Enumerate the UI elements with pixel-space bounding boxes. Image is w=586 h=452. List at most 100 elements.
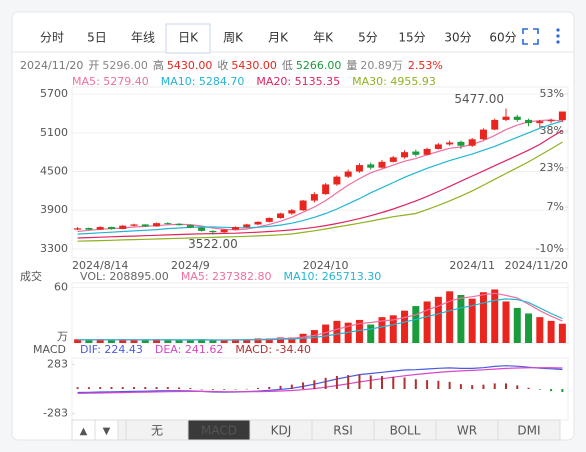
- candle-body: [164, 223, 172, 225]
- arrow-button[interactable]: [94, 419, 119, 441]
- candle-body: [401, 152, 409, 158]
- y-tick-label: 3900: [40, 203, 68, 216]
- macd-bar: [178, 387, 181, 389]
- panel-title: MACD: [33, 343, 66, 356]
- volume-bar: [153, 339, 161, 343]
- arrow-label[interactable]: ▲: [80, 426, 88, 437]
- volume-bar: [164, 340, 172, 343]
- volume-bar: [401, 310, 409, 343]
- volume-bar: [513, 307, 521, 343]
- macd-bar: [381, 376, 383, 389]
- indicator-label[interactable]: RSI: [333, 424, 353, 438]
- volume-bar: [423, 301, 431, 343]
- price-panel: [71, 86, 569, 259]
- legend: DIF: 224.43 DEA: 241.62 MACD: -34.40: [80, 343, 311, 356]
- y-tick-label: 3300: [40, 242, 68, 255]
- candle-body: [243, 224, 251, 228]
- x-tick-label: 2024/11/20: [505, 259, 568, 272]
- indicator-label[interactable]: 无: [151, 424, 163, 438]
- quote-label: 开: [88, 59, 99, 72]
- tab[interactable]: 日K: [178, 31, 199, 45]
- volume-bar: [355, 319, 363, 343]
- volume-bar: [96, 339, 104, 343]
- candle-body: [513, 116, 521, 120]
- volume-bar: [119, 339, 127, 343]
- macd-bar: [313, 380, 316, 389]
- volume-bar: [558, 323, 566, 343]
- candle-body: [85, 227, 93, 230]
- y2-tick-label: 53%: [540, 87, 564, 100]
- tab[interactable]: 年线: [131, 31, 155, 45]
- more-icon[interactable]: [556, 28, 560, 44]
- volume-bar: [107, 340, 115, 343]
- legend-entry: VOL: 208895.00: [80, 270, 169, 283]
- indicator-label[interactable]: BOLL: [390, 424, 421, 438]
- candle-body: [389, 157, 397, 162]
- volume-bar: [198, 339, 206, 343]
- volume-bar: [389, 315, 397, 343]
- volume-bar: [265, 338, 273, 343]
- tab[interactable]: 月K: [268, 31, 289, 45]
- candle-body: [412, 151, 420, 155]
- tab[interactable]: 年K: [313, 31, 334, 45]
- candle-body: [74, 228, 82, 230]
- candle-body: [322, 184, 330, 195]
- legend-entry: DEA: 241.62: [155, 343, 223, 356]
- volume-bar: [231, 339, 239, 343]
- tab[interactable]: 分时: [40, 31, 64, 45]
- volume-bar: [536, 317, 544, 343]
- indicator-tab[interactable]: [497, 419, 561, 441]
- tab[interactable]: 60分: [489, 31, 516, 45]
- volume-bar: [434, 296, 442, 343]
- legend-entry: MA10: 265713.30: [284, 270, 382, 283]
- quote-label: 低: [282, 59, 293, 72]
- candle-body: [491, 119, 499, 130]
- macd-bar: [200, 389, 203, 390]
- macd-bar: [414, 379, 417, 389]
- macd-line: [77, 367, 563, 394]
- fullscreen-icon[interactable]: [522, 28, 539, 45]
- max-label: 5477.00: [454, 92, 504, 106]
- indicator-label[interactable]: KDJ: [271, 424, 292, 438]
- arrow-label[interactable]: ▼: [103, 426, 111, 437]
- tab[interactable]: 5日: [87, 31, 107, 45]
- macd-line: [77, 365, 563, 394]
- active-tab: [165, 23, 211, 54]
- legend-entry: DIF: 224.43: [80, 343, 143, 356]
- tab[interactable]: 周K: [223, 31, 244, 45]
- indicator-label[interactable]: WR: [457, 424, 477, 438]
- volume-bar: [288, 337, 296, 343]
- y-tick-label: 5700: [40, 87, 68, 100]
- macd-bar: [482, 384, 485, 389]
- volume-bar: [322, 324, 330, 343]
- volume-bar: [457, 295, 465, 343]
- indicator-label[interactable]: MACD: [201, 424, 237, 438]
- volume-ma-line: [77, 298, 563, 341]
- y-tick-label: 5100: [40, 126, 68, 139]
- tab[interactable]: 30分: [444, 31, 471, 45]
- indicator-label[interactable]: DMI: [517, 424, 540, 438]
- macd-bar: [527, 387, 530, 389]
- macd-bar: [448, 381, 451, 389]
- min-label: 3522.00: [188, 237, 238, 251]
- candle-body: [558, 111, 566, 121]
- macd-bar: [324, 377, 327, 389]
- quote-date: 2024/11/20: [20, 59, 83, 72]
- volume-bar: [502, 301, 510, 343]
- quote-change: 2.53%: [408, 59, 443, 72]
- tab[interactable]: 5分: [358, 31, 378, 45]
- x-tick-label: 2024/10: [303, 259, 349, 272]
- candle-body: [288, 210, 296, 214]
- y-tick-label: -283: [43, 407, 68, 420]
- legend-entry: MACD: -34.40: [235, 343, 311, 356]
- volume-bar: [367, 324, 375, 343]
- tab[interactable]: 15分: [398, 31, 425, 45]
- macd-bar: [121, 387, 124, 389]
- quote-value: 20.89万: [360, 59, 403, 72]
- volume-bar: [378, 317, 386, 343]
- volume-bar: [547, 320, 555, 343]
- candle-body: [231, 227, 239, 230]
- panel-title: 成交: [20, 269, 42, 283]
- candle-body: [333, 176, 341, 185]
